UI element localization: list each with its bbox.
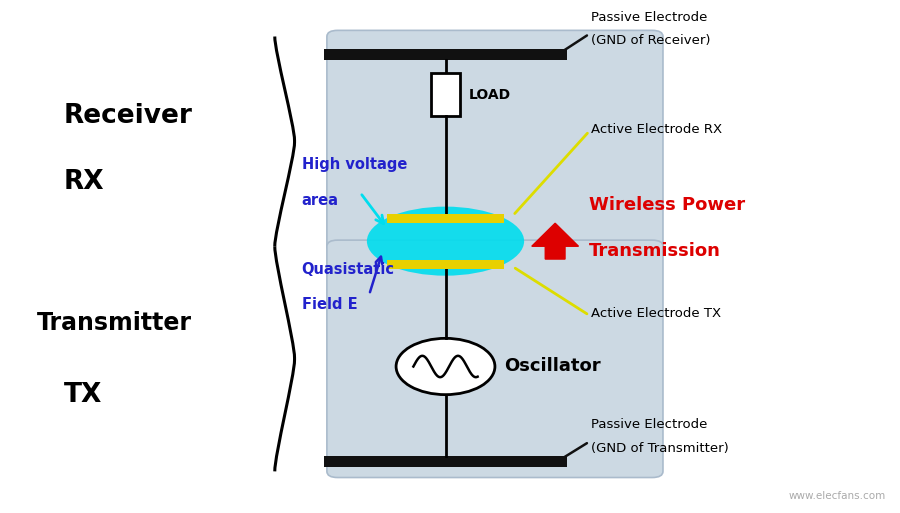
Text: TX: TX xyxy=(64,382,102,408)
Text: High voltage: High voltage xyxy=(302,157,407,172)
Text: Passive Electrode: Passive Electrode xyxy=(591,419,707,431)
Text: Quasistatic: Quasistatic xyxy=(302,262,395,277)
Bar xyxy=(387,260,504,269)
Text: RX: RX xyxy=(64,169,104,195)
Text: Transmitter: Transmitter xyxy=(37,311,192,335)
FancyBboxPatch shape xyxy=(327,30,663,252)
Text: Active Electrode RX: Active Electrode RX xyxy=(591,123,722,136)
Text: www.elecfans.com: www.elecfans.com xyxy=(788,491,886,501)
Bar xyxy=(324,456,567,467)
Bar xyxy=(387,213,504,223)
Text: area: area xyxy=(302,192,338,208)
Text: Receiver: Receiver xyxy=(64,103,193,129)
Text: (GND of Receiver): (GND of Receiver) xyxy=(591,34,711,48)
Circle shape xyxy=(396,339,495,394)
Ellipse shape xyxy=(367,207,524,275)
Text: Oscillator: Oscillator xyxy=(504,358,600,376)
Text: Field E: Field E xyxy=(302,298,357,312)
Text: Active Electrode TX: Active Electrode TX xyxy=(591,307,721,320)
Text: (GND of Transmitter): (GND of Transmitter) xyxy=(591,442,729,455)
Text: Passive Electrode: Passive Electrode xyxy=(591,11,707,24)
Text: LOAD: LOAD xyxy=(469,88,511,102)
FancyBboxPatch shape xyxy=(327,240,663,478)
FancyArrow shape xyxy=(532,223,579,259)
Bar xyxy=(324,49,567,60)
Text: Wireless Power: Wireless Power xyxy=(590,196,745,214)
Bar xyxy=(431,73,460,116)
Text: Transmission: Transmission xyxy=(590,242,721,261)
